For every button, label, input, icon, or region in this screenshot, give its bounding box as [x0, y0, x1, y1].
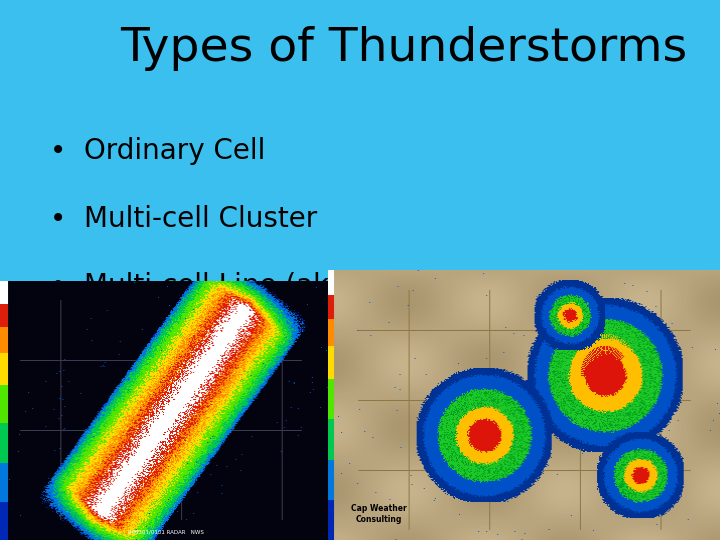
Text: •  Multi-cell Line (aka Squall line): • Multi-cell Line (aka Squall line) [50, 272, 510, 300]
Text: •  Supercell thunderstorm: • Supercell thunderstorm [50, 340, 412, 368]
Text: 000301/0101 RADAR   NWS: 000301/0101 RADAR NWS [127, 530, 204, 535]
Text: Cap Weather
Consulting: Cap Weather Consulting [351, 504, 407, 524]
Text: •  Multi-cell Cluster: • Multi-cell Cluster [50, 205, 318, 233]
Text: •  Ordinary Cell: • Ordinary Cell [50, 137, 266, 165]
Text: Types of Thunderstorms: Types of Thunderstorms [120, 26, 687, 71]
